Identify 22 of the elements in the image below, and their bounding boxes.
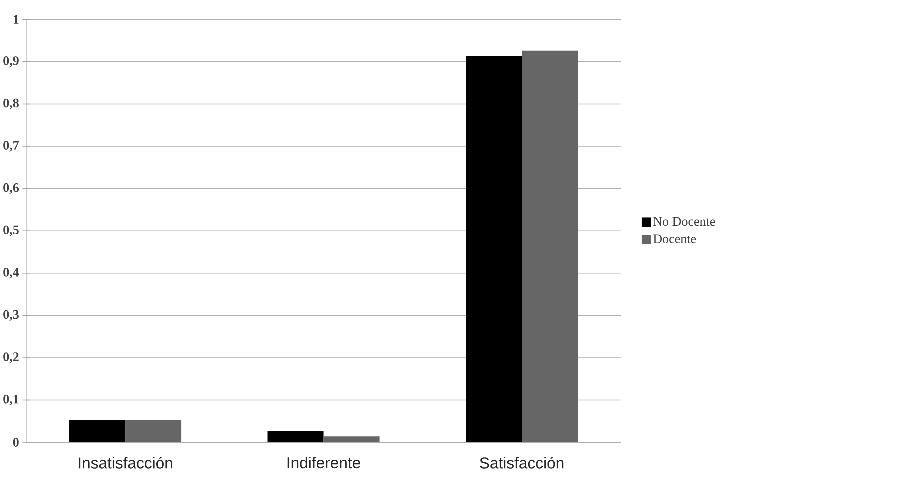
legend-label: No Docente xyxy=(654,217,716,226)
x-tick-label: Satisfacción xyxy=(480,456,564,469)
y-tick-label: 1 xyxy=(14,15,19,24)
bar xyxy=(324,436,380,442)
y-tick-label: 0,4 xyxy=(4,268,20,279)
y-tick-label: 0,2 xyxy=(4,352,19,364)
y-tick-label: 0,1 xyxy=(4,394,19,406)
y-tick-label: 0 xyxy=(13,438,19,447)
y-tick-label: 0,5 xyxy=(4,226,19,236)
bar xyxy=(126,420,182,442)
y-tick-label: 0,7 xyxy=(4,140,20,152)
x-tick-label: Indiferente xyxy=(288,456,360,468)
y-tick-label: 0,3 xyxy=(4,310,19,321)
bar xyxy=(268,430,324,442)
y-tick-label: 0,6 xyxy=(4,183,20,194)
y-tick-label: 0,8 xyxy=(4,98,19,110)
bar xyxy=(522,50,578,442)
x-tick-label: Insatisfacción xyxy=(79,456,172,469)
bar xyxy=(70,420,126,442)
y-tick-label: 0,9 xyxy=(4,56,19,68)
legend-label: Docente xyxy=(654,234,696,244)
bar xyxy=(466,56,522,442)
